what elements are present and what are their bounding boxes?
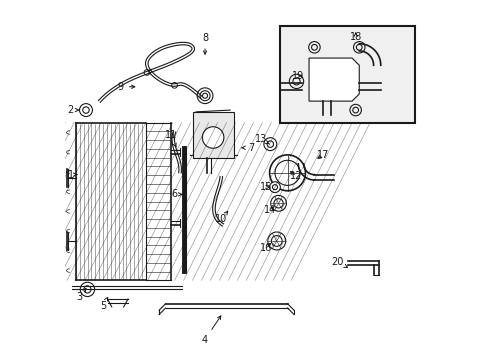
Text: 5: 5 <box>100 297 107 311</box>
Text: 14: 14 <box>263 206 275 216</box>
Text: 4: 4 <box>202 316 221 345</box>
Text: 7: 7 <box>242 143 254 153</box>
Bar <box>280 26 414 123</box>
Circle shape <box>80 282 94 297</box>
Text: 16: 16 <box>259 243 272 253</box>
Text: 11: 11 <box>164 130 177 147</box>
Circle shape <box>267 232 285 250</box>
Text: 10: 10 <box>215 211 227 224</box>
Text: 17: 17 <box>317 150 329 160</box>
Text: 15: 15 <box>259 182 272 192</box>
Text: 18: 18 <box>349 32 361 41</box>
Text: 8: 8 <box>202 33 208 54</box>
Circle shape <box>80 104 92 117</box>
Text: 13: 13 <box>254 134 269 144</box>
Circle shape <box>197 88 212 104</box>
Circle shape <box>270 195 286 211</box>
Text: 2: 2 <box>67 105 79 115</box>
Text: 19: 19 <box>291 71 304 81</box>
Text: 3: 3 <box>76 288 86 302</box>
Polygon shape <box>308 58 359 101</box>
Bar <box>192 112 233 158</box>
Text: 12: 12 <box>290 171 302 181</box>
Circle shape <box>264 138 276 150</box>
Circle shape <box>202 127 224 148</box>
Text: 9: 9 <box>118 82 135 92</box>
Circle shape <box>269 155 305 191</box>
Text: 20: 20 <box>331 257 347 267</box>
Text: 1: 1 <box>67 170 77 180</box>
Text: 6: 6 <box>171 189 182 199</box>
Circle shape <box>269 182 280 193</box>
